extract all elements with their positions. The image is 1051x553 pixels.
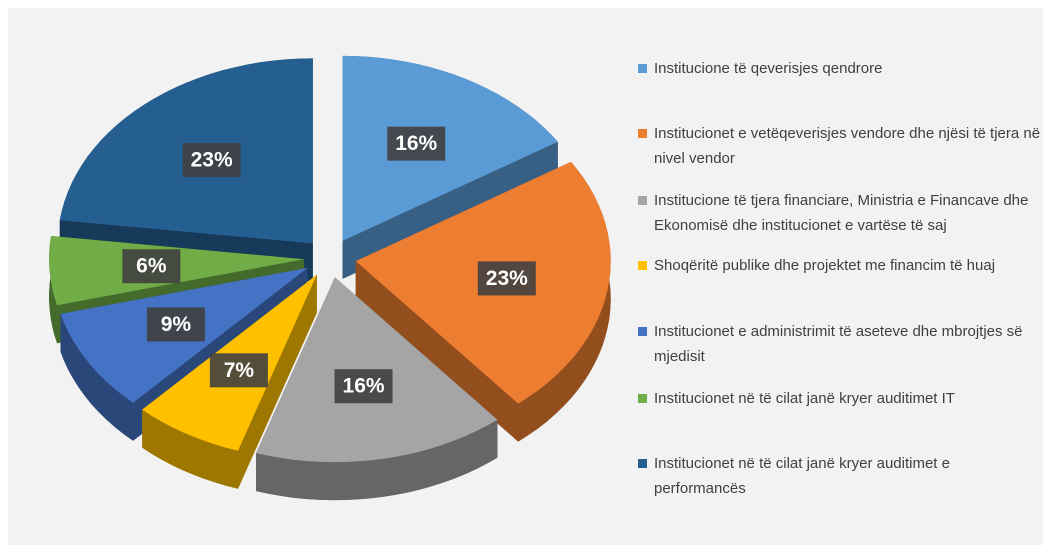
data-label: 16% (334, 369, 393, 404)
data-label-text: 16% (343, 375, 385, 398)
legend-item: Institucionet e administrimit të aseteve… (638, 319, 1044, 369)
legend-swatch (638, 196, 647, 205)
slice (342, 55, 558, 241)
data-label-text: 6% (136, 255, 167, 278)
slice-group (355, 161, 611, 442)
data-label-text: 9% (161, 313, 192, 336)
legend-item: Institucione të tjera financiare, Minist… (638, 188, 1044, 238)
data-label: 7% (209, 353, 268, 388)
slice-side (142, 409, 238, 489)
data-label-box (182, 143, 241, 178)
data-label-box (477, 261, 536, 296)
legend-swatch (638, 261, 647, 270)
legend-label: Institucione të tjera financiare, Minist… (654, 192, 1029, 234)
legend-swatch (638, 327, 647, 336)
data-label-text: 23% (486, 267, 528, 290)
legend-swatch (638, 459, 647, 468)
legend-swatch (638, 64, 647, 73)
data-label: 23% (182, 143, 241, 178)
legend-item: Institucione të qeverisjes qendrore (638, 56, 1044, 81)
data-label: 9% (146, 307, 205, 342)
data-label-text: 16% (395, 132, 437, 155)
slice-side (355, 261, 519, 442)
slice-side (238, 274, 317, 489)
chart-area: 16% 23% 16% 7% 9% 6% 23% Institucione të qever… (8, 8, 1043, 545)
legend-label: Institucionet e vetëqeverisjes vendore d… (654, 125, 1041, 167)
slice-side (518, 161, 611, 442)
legend-swatch (638, 129, 647, 138)
legend-label: Institucionet e administrimit të aseteve… (654, 323, 1023, 365)
legend-swatch (638, 394, 647, 403)
legend-label: Institucionet në të cilat janë kryer aud… (654, 455, 950, 497)
data-label: 6% (122, 249, 181, 284)
data-label-box (122, 249, 181, 284)
data-label-box (146, 307, 205, 342)
legend-item: Institucionet në të cilat janë kryer aud… (638, 451, 1044, 501)
data-label-text: 7% (224, 359, 255, 382)
slice-side (60, 313, 134, 441)
legend-label: Institucionet në të cilat janë kryer aud… (654, 390, 955, 407)
legend-item: Shoqëritë publike dhe projektet me finan… (638, 253, 1044, 278)
legend-item: Institucionet në të cilat janë kryer aud… (638, 386, 1044, 411)
pie-chart: 16% 23% 16% 7% 9% 6% 23% (49, 55, 611, 501)
data-label-text: 23% (191, 149, 233, 172)
legend-label: Institucione të qeverisjes qendrore (654, 60, 883, 77)
data-label-box (334, 369, 393, 404)
data-label-box (387, 126, 446, 161)
slice-side (256, 419, 498, 501)
data-label-box (209, 353, 268, 388)
data-label: 23% (477, 261, 536, 296)
data-label: 16% (387, 126, 446, 161)
legend-item: Institucionet e vetëqeverisjes vendore d… (638, 121, 1044, 171)
legend-label: Shoqëritë publike dhe projektet me finan… (654, 257, 996, 274)
